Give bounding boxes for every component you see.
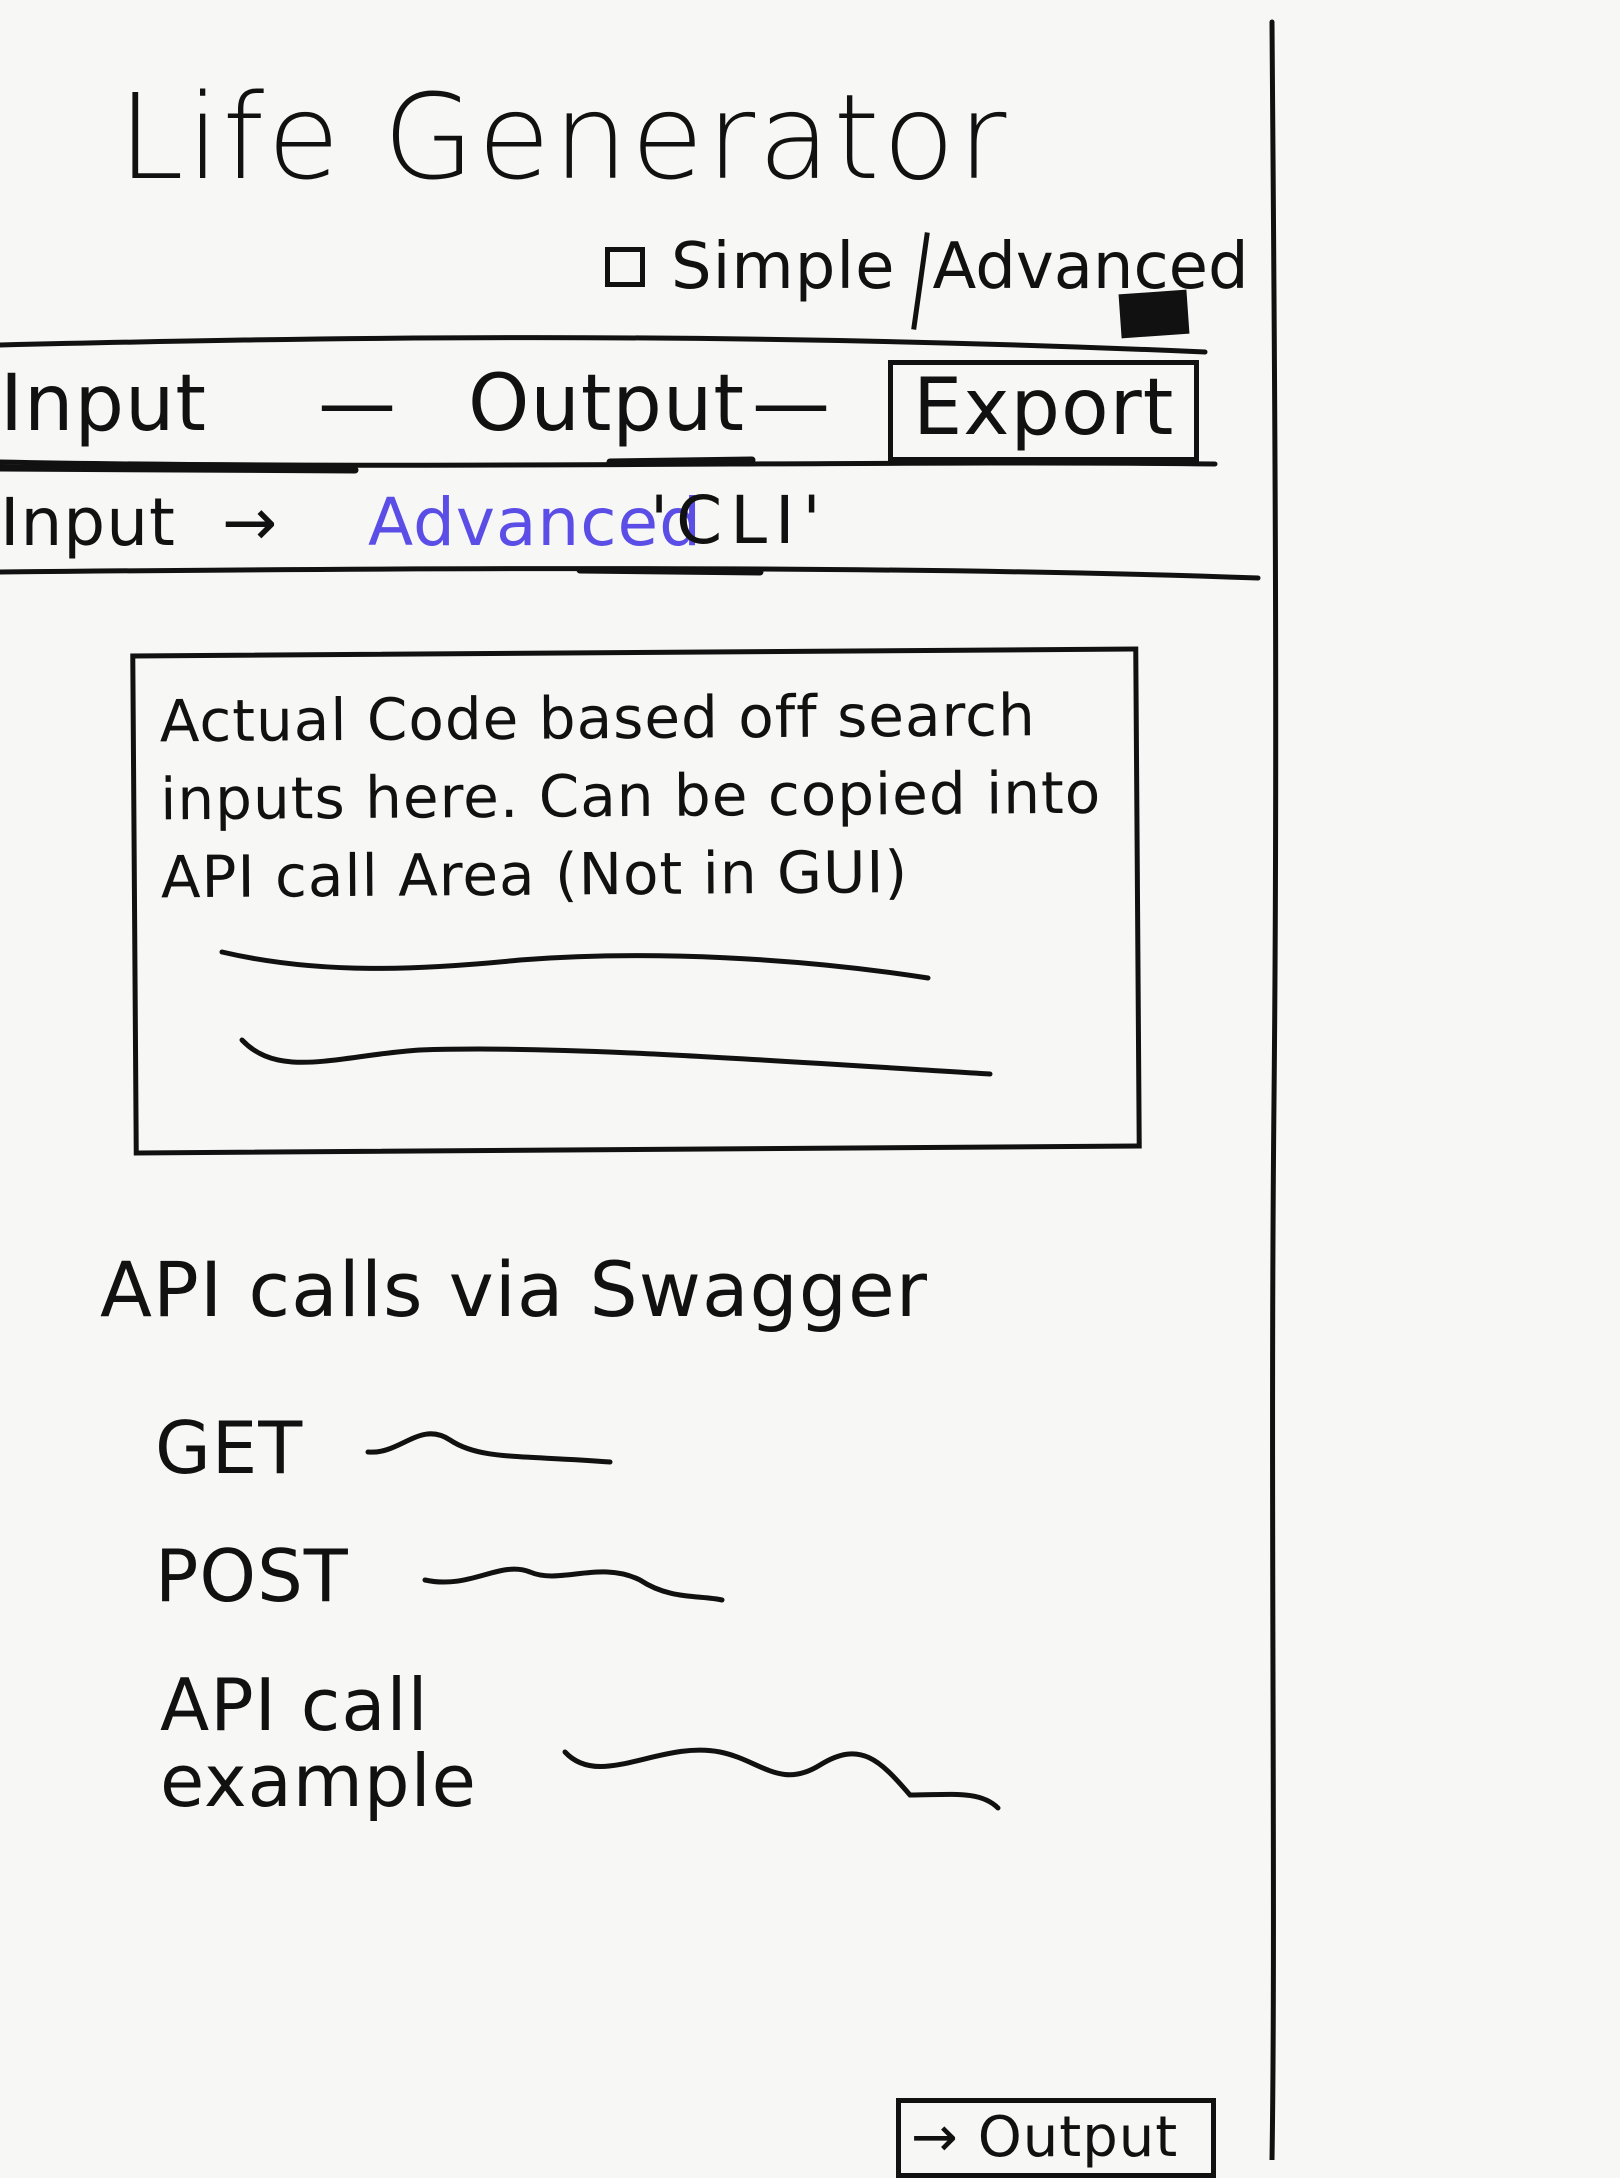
page-title: Life Generator	[118, 68, 1010, 206]
tab-input[interactable]: Input	[0, 359, 207, 449]
get-value-squiggle	[365, 1431, 613, 1465]
mode-checkbox[interactable]	[605, 247, 645, 287]
api-post-label: POST	[155, 1534, 349, 1618]
mode-simple-label[interactable]: Simple	[671, 230, 896, 304]
right-border-line	[1269, 19, 1279, 2160]
tab-separator: —	[752, 359, 831, 449]
cli-underline	[576, 566, 764, 576]
api-get-label: GET	[155, 1406, 304, 1490]
mode-separator	[910, 232, 930, 330]
example-value-squiggle	[562, 1747, 1001, 1811]
input-tab-underline	[0, 464, 359, 474]
tab-separator: —	[318, 359, 397, 449]
mode-selected-indicator	[1118, 289, 1190, 339]
mode-advanced-label[interactable]: Advanced	[932, 230, 1249, 304]
tab-output[interactable]: Output	[468, 359, 745, 449]
api-example-label: API call example	[160, 1663, 477, 1823]
header-divider	[0, 335, 1208, 355]
breadcrumb-advanced[interactable]: Advanced	[368, 484, 703, 561]
code-output-box[interactable]: Actual Code based off search inputs here…	[130, 646, 1142, 1156]
api-section-heading: API calls via Swagger	[100, 1245, 929, 1334]
code-output-text: Actual Code based off search inputs here…	[159, 681, 1102, 912]
breadcrumb-input[interactable]: Input	[0, 484, 176, 561]
post-value-squiggle	[422, 1566, 725, 1603]
mode-toggle[interactable]: Simple Advanced	[605, 218, 1249, 330]
code-placeholder-line-1	[219, 949, 931, 981]
output-tab-underline	[606, 456, 756, 466]
export-button[interactable]: Export	[888, 360, 1200, 462]
code-placeholder-line-2	[239, 1037, 993, 1077]
breadcrumb-cli[interactable]: 'CLI'	[650, 482, 829, 559]
output-button[interactable]: → Output	[896, 2098, 1216, 2178]
breadcrumb-arrow-icon: →	[222, 484, 279, 561]
